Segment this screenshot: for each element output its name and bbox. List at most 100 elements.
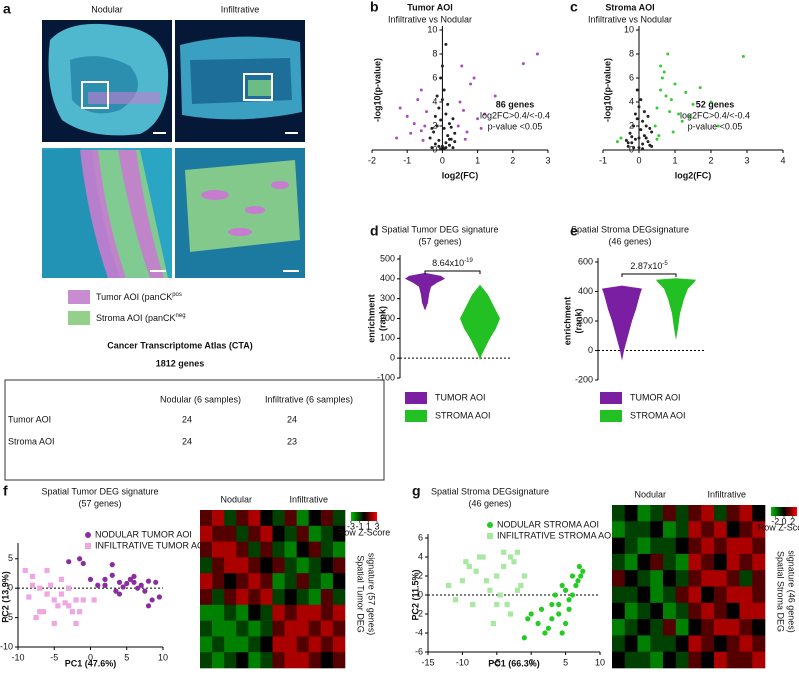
heat-cell	[650, 602, 664, 620]
y-tick-label: 0	[629, 144, 634, 154]
heat-cell	[739, 553, 753, 571]
point	[641, 147, 645, 151]
heat-cell	[284, 573, 297, 590]
point	[446, 134, 450, 138]
point	[425, 110, 429, 114]
heat-cell	[663, 619, 677, 636]
p-value-text: 8.64x10	[432, 258, 464, 268]
x-tick-label: 3	[744, 155, 749, 165]
point	[463, 559, 469, 565]
heat-cell	[296, 620, 310, 637]
tumor-aoi	[80, 150, 126, 278]
tissue	[190, 58, 292, 104]
heat-cell	[714, 651, 728, 669]
chart-title: Spatial Stroma DEGsignature	[431, 486, 549, 496]
heat-cell	[224, 510, 237, 527]
legend-label: INFILTRATIVE TUMOR AOI	[95, 540, 207, 550]
point	[51, 597, 57, 603]
heat-cell	[284, 604, 297, 621]
point	[673, 82, 677, 86]
heat-cell	[332, 525, 346, 542]
legend-swatch	[405, 392, 427, 404]
point	[483, 112, 487, 116]
table-cell: 24	[287, 414, 297, 424]
y-axis-label: enrichment	[366, 294, 376, 343]
heat-cell	[688, 619, 702, 636]
heat-cell	[675, 521, 689, 538]
point	[26, 594, 32, 600]
y-tick-label: 100	[380, 333, 395, 343]
y-tick-label: 600	[578, 256, 593, 266]
heat-cell	[212, 620, 225, 637]
point	[95, 582, 101, 588]
point	[642, 134, 646, 138]
heat-cell	[637, 553, 651, 571]
heat-cell	[739, 505, 753, 522]
point	[447, 122, 451, 126]
legend-swatch	[405, 410, 427, 422]
point	[624, 138, 628, 142]
heat-cell	[624, 521, 638, 538]
heat-cell	[739, 619, 753, 636]
heat-cell	[624, 586, 638, 604]
p-value-text: 2.87x10	[630, 261, 662, 271]
point	[127, 576, 133, 582]
point	[507, 611, 514, 617]
heat-cell	[248, 541, 261, 558]
point	[641, 142, 645, 146]
heat-cell	[688, 602, 702, 620]
heat-cell	[739, 586, 753, 604]
point	[419, 129, 423, 133]
x-tick-label: 5	[124, 652, 129, 662]
y-axis-label: PC2 (13.9%)	[0, 571, 10, 623]
point	[131, 573, 137, 580]
x-tick-label: 10	[595, 657, 605, 667]
point	[37, 609, 43, 615]
point	[444, 141, 448, 145]
p-value: 2.87x10-5	[630, 261, 668, 272]
heat-cell	[650, 537, 664, 555]
zoom-box	[81, 81, 109, 109]
heat-cell	[701, 505, 715, 522]
heat-cell	[236, 620, 249, 637]
heat-cell	[200, 557, 213, 574]
legend-label: NODULAR STROMA AOI	[497, 519, 599, 529]
point	[615, 140, 619, 144]
point	[666, 52, 670, 56]
point	[37, 585, 43, 591]
point	[650, 144, 654, 148]
heat-cell	[663, 602, 677, 620]
heat-cell	[200, 620, 213, 637]
y-tick-label: 2	[432, 120, 437, 130]
heat-cell	[308, 525, 322, 542]
point	[653, 124, 657, 128]
heat-cell	[284, 510, 297, 527]
y-axis-label: -log10(p-value)	[602, 58, 612, 122]
point	[563, 620, 569, 627]
heat-cell	[688, 651, 702, 669]
panel-label: c	[570, 0, 578, 15]
point	[44, 591, 50, 597]
point	[430, 146, 434, 150]
point	[535, 52, 539, 56]
heat-cell	[296, 510, 310, 527]
violin-half	[460, 284, 480, 361]
heat-cell	[624, 505, 638, 522]
point	[669, 98, 673, 102]
point	[639, 128, 643, 132]
point	[435, 94, 439, 98]
colorbar-tick-label: -3	[347, 521, 355, 531]
heat-cell	[675, 602, 689, 620]
heat-cell	[296, 573, 310, 590]
heat-cell	[650, 505, 664, 522]
point	[521, 573, 527, 579]
point	[662, 70, 666, 74]
heat-cell	[752, 619, 766, 636]
panel-label: g	[412, 483, 421, 499]
point	[545, 625, 552, 631]
heat-cell	[714, 619, 728, 636]
annotation: log2FC>0.4/<-0.4	[480, 110, 550, 120]
x-tick-label: -10	[456, 657, 469, 667]
point	[444, 42, 448, 46]
